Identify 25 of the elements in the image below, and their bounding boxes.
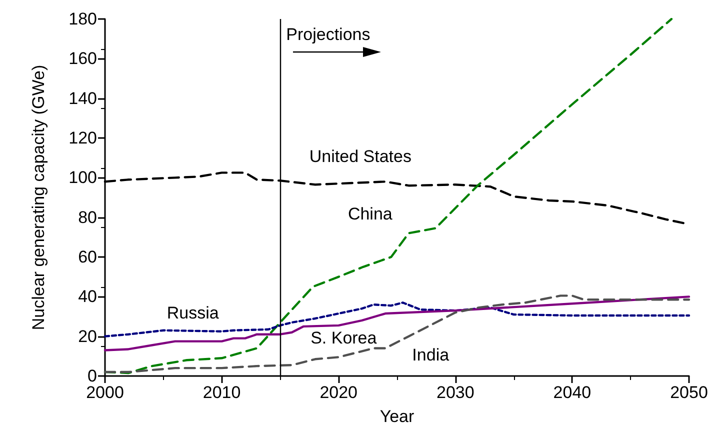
x-tick-label: 2030 bbox=[436, 383, 474, 402]
y-tick-label: 100 bbox=[68, 168, 97, 188]
series-label: India bbox=[412, 345, 450, 364]
x-axis-title: Year bbox=[380, 407, 415, 426]
ref-line-label: Projections bbox=[286, 25, 370, 44]
y-tick-label: 0 bbox=[88, 366, 97, 386]
x-tick-label: 2010 bbox=[202, 383, 241, 402]
y-tick-label: 80 bbox=[78, 208, 97, 227]
x-tick-label: 2000 bbox=[86, 383, 124, 402]
y-tick-label: 20 bbox=[78, 326, 97, 346]
y-tick-label: 140 bbox=[68, 88, 97, 108]
y-tick-label: 120 bbox=[68, 128, 97, 148]
x-tick-label: 2040 bbox=[553, 383, 592, 402]
series-label: China bbox=[348, 204, 393, 224]
x-tick-label: 2050 bbox=[670, 383, 708, 402]
y-tick-label: 160 bbox=[68, 49, 97, 68]
series-label: United States bbox=[309, 146, 412, 166]
x-tick-label: 2020 bbox=[320, 383, 358, 402]
y-axis-title: Nuclear generating capacity (GWe) bbox=[29, 64, 48, 330]
line-series bbox=[104, 294, 690, 374]
y-tick-label: 60 bbox=[78, 248, 97, 266]
series-label: S. Korea bbox=[310, 328, 378, 348]
y-tick-label: 40 bbox=[78, 287, 97, 306]
y-tick-label: 180 bbox=[68, 10, 97, 28]
series-label: Russia bbox=[166, 304, 220, 323]
